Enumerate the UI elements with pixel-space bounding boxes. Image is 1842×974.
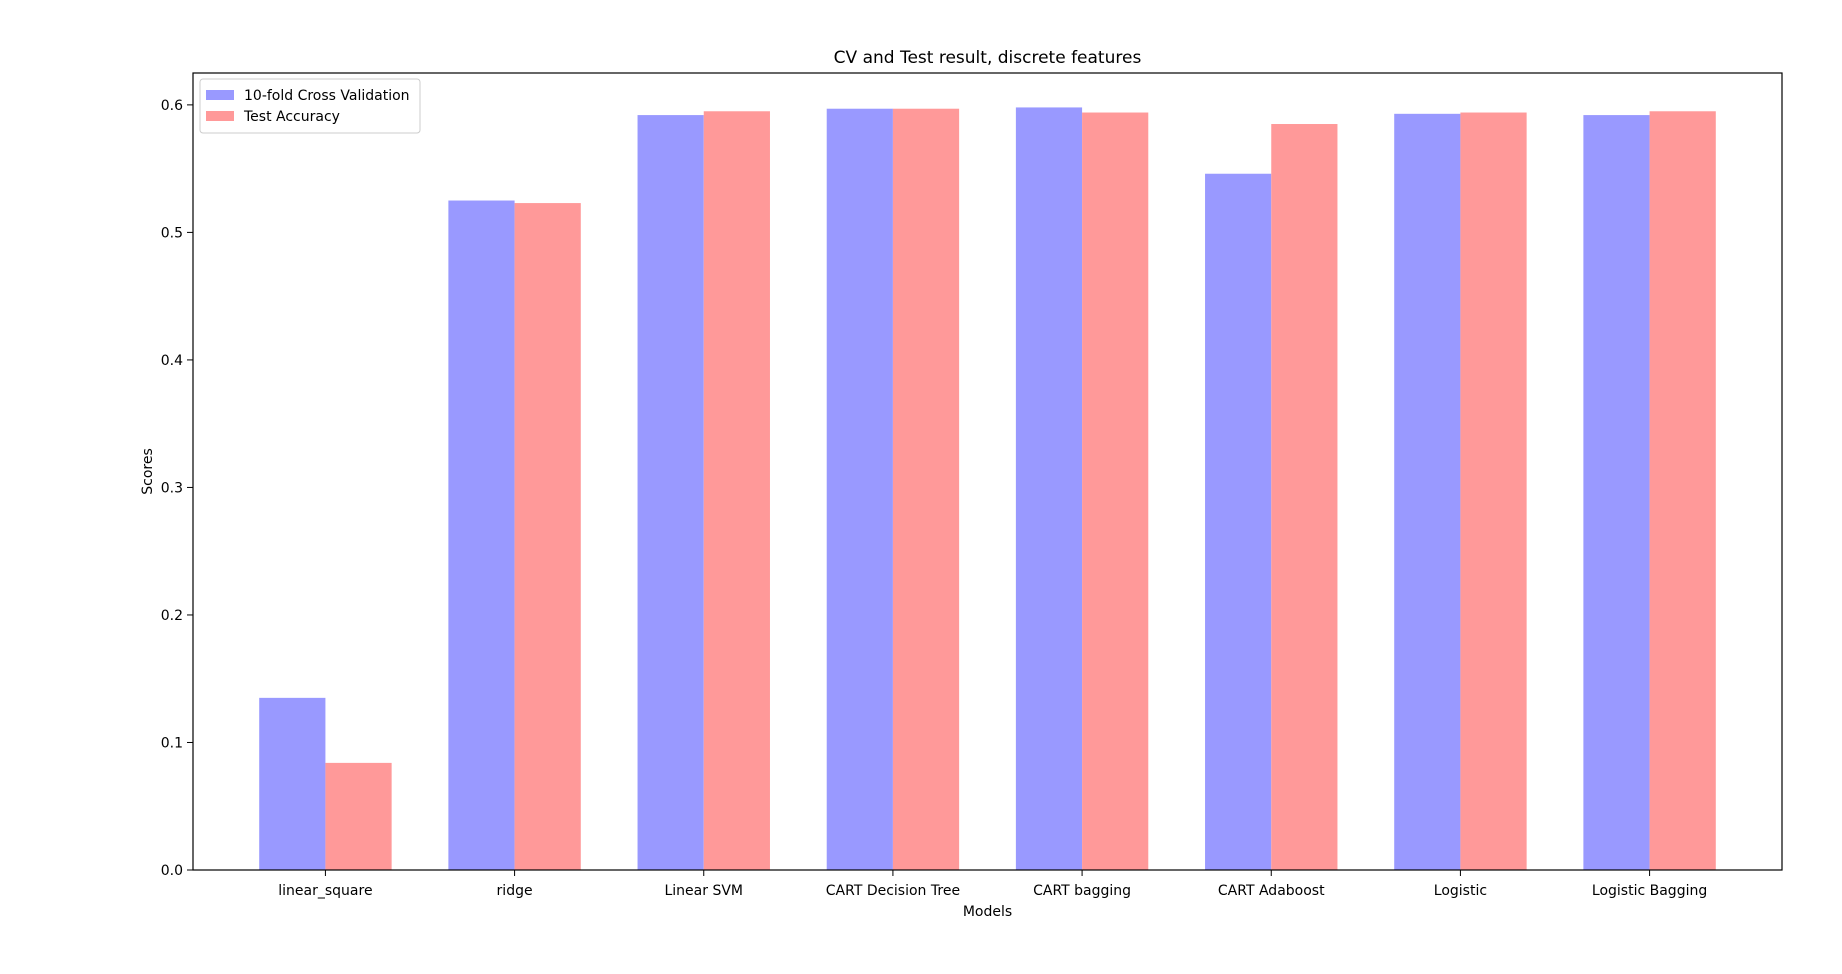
x-tick-label: ridge — [497, 883, 533, 899]
y-tick-label: 0.5 — [161, 225, 183, 241]
legend-label-test: Test Accuracy — [243, 109, 340, 125]
chart-title: CV and Test result, discrete features — [834, 48, 1142, 68]
bar-test-1 — [514, 203, 581, 870]
bar-cv-3 — [826, 108, 893, 870]
legend-label-cv: 10-fold Cross Validation — [244, 88, 410, 104]
bar-test-7 — [1649, 111, 1716, 870]
y-axis-label: Scores — [140, 448, 156, 495]
x-tick-label: CART Adaboost — [1218, 883, 1325, 899]
legend-swatch-cv — [206, 90, 234, 100]
y-tick-label: 0.3 — [161, 480, 183, 496]
y-tick-label: 0.0 — [161, 863, 183, 879]
plot-area-frame — [192, 72, 1783, 871]
x-tick-label: Logistic — [1434, 883, 1487, 899]
bar-test-0 — [325, 762, 392, 870]
bar-test-3 — [892, 108, 960, 870]
legend-box — [199, 78, 421, 134]
bar-cv-2 — [637, 115, 704, 870]
x-tick-label: linear_square — [278, 883, 372, 899]
x-axis-label: Models — [963, 904, 1012, 920]
x-tick-label: CART bagging — [1033, 883, 1131, 899]
bar-cv-1 — [448, 200, 515, 870]
x-tick-label: CART Decision Tree — [826, 883, 960, 899]
legend: 10-fold Cross Validation Test Accuracy — [199, 78, 421, 134]
y-tick-label: 0.1 — [161, 735, 183, 751]
bar-test-2 — [703, 111, 770, 870]
bars-layer — [259, 107, 1716, 871]
y-tick-label: 0.6 — [161, 98, 183, 114]
x-tick-label: Linear SVM — [664, 883, 743, 899]
bar-cv-5 — [1205, 173, 1272, 871]
bar-cv-0 — [259, 697, 326, 870]
y-tick-label: 0.4 — [161, 353, 183, 369]
bar-cv-6 — [1394, 113, 1461, 870]
bar-test-4 — [1082, 112, 1149, 870]
legend-swatch-test — [206, 111, 234, 121]
x-tick-label: Logistic Bagging — [1592, 883, 1707, 899]
x-axis-ticks: linear_square ridge Linear SVM CART Decisio… — [278, 870, 1707, 899]
y-tick-label: 0.2 — [161, 608, 183, 624]
bar-test-5 — [1271, 124, 1338, 870]
bar-test-6 — [1460, 112, 1527, 870]
bar-cv-4 — [1015, 107, 1083, 871]
y-axis-ticks: 0.0 0.1 0.2 0.3 0.4 0.5 0.6 — [161, 98, 193, 879]
bar-cv-7 — [1583, 115, 1650, 870]
